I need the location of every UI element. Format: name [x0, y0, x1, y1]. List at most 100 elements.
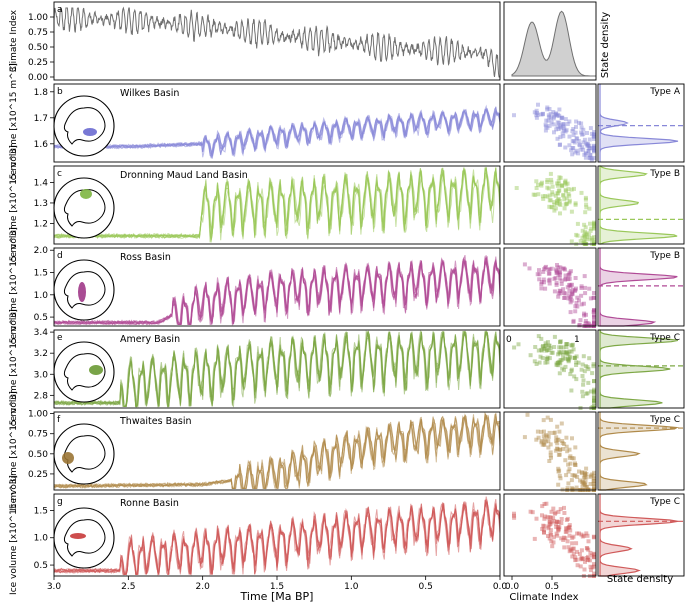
scatter-point: [562, 128, 567, 133]
scatter-point: [592, 390, 596, 395]
scatter-point: [590, 371, 595, 376]
scatter-point: [559, 281, 564, 286]
scatter-point: [542, 346, 547, 351]
scatter-point: [575, 295, 580, 300]
climate-state-density-curve: [511, 10, 596, 77]
scatter-point: [588, 152, 592, 157]
scatter-point: [572, 374, 577, 379]
scatter-point: [554, 280, 559, 285]
scatter-point: [591, 364, 596, 369]
y-tick-label: 0.25: [28, 470, 48, 480]
scatter-point: [549, 539, 554, 544]
scatter-point: [543, 286, 548, 291]
scatter-point: [565, 122, 570, 126]
scatter-point: [522, 262, 527, 267]
scatter-point: [578, 318, 583, 323]
scatter-point: [564, 444, 569, 449]
scatter-point: [569, 187, 574, 192]
panel-c-ensemble-line: [53, 166, 501, 238]
scatter-point: [582, 239, 587, 244]
scatter-point: [545, 180, 550, 185]
scatter-point: [539, 440, 544, 445]
scatter-point: [580, 394, 585, 399]
scatter-point: [563, 295, 568, 300]
scatter-point: [540, 356, 545, 360]
scatter-point: [557, 276, 562, 281]
scatter-point: [542, 280, 546, 285]
scatter-point: [567, 356, 572, 361]
scatter-point: [569, 298, 574, 303]
scatter-point: [555, 360, 560, 365]
scatter-point: [573, 462, 577, 467]
scatter-point: [592, 148, 596, 153]
scatter-point: [561, 193, 566, 198]
scatter-point: [554, 127, 559, 132]
scatter-point: [561, 356, 566, 361]
scatter-point: [574, 124, 578, 129]
state-density-header-label: State density: [600, 12, 611, 78]
scatter-point: [552, 511, 557, 516]
scatter-point: [571, 146, 576, 150]
scatter-point: [540, 194, 545, 199]
scatter-point: [584, 202, 589, 207]
scatter-point: [556, 197, 561, 202]
panel-b-scatter-frame: [503, 83, 597, 163]
basin-highlight-region: [78, 282, 86, 302]
scatter-point: [592, 132, 596, 137]
scatter-point: [557, 473, 562, 478]
scatter-point: [557, 468, 562, 473]
scatter-point: [592, 314, 596, 319]
scatter-point: [563, 536, 568, 541]
scatter-point: [568, 461, 573, 466]
scatter-point: [583, 475, 588, 480]
scatter-point: [559, 115, 564, 120]
panel-g-scatter-frame: [503, 493, 597, 577]
scatter-point: [567, 272, 572, 277]
scatter-point: [567, 354, 572, 359]
panel-letter: e: [57, 333, 63, 343]
scatter-point: [567, 523, 572, 528]
scatter-point: [556, 437, 561, 442]
scatter-point: [558, 447, 563, 452]
scatter-point: [575, 136, 580, 141]
scatter-point: [558, 265, 563, 270]
scatter-point: [568, 528, 573, 533]
scatter-point: [536, 102, 540, 107]
y-tick-label: 3.0: [34, 370, 49, 380]
scatter-point: [555, 124, 560, 129]
time-tick-label: 0.5: [419, 582, 433, 592]
scatter-point: [592, 143, 596, 148]
scatter-point: [573, 461, 577, 466]
scatter-point: [516, 342, 521, 347]
frame-layer: [50, 1, 685, 580]
panel-e-ensemble-line: [53, 329, 501, 407]
scatter-point: [558, 345, 563, 350]
scatter-point: [528, 353, 533, 358]
scatter-point: [561, 447, 566, 451]
scatter-point: [581, 354, 586, 359]
scatter-point: [539, 112, 544, 117]
scatter-point: [583, 291, 588, 296]
scatter-point: [587, 206, 592, 211]
scatter-point: [589, 157, 594, 162]
scatter-point: [580, 484, 585, 489]
scatter-point: [579, 130, 584, 135]
scatter-point: [542, 530, 546, 535]
scatter-point: [555, 201, 559, 206]
scatter-point: [570, 456, 575, 461]
scatter-point: [556, 527, 561, 532]
scatter-point: [580, 534, 585, 539]
scatter-point: [571, 133, 576, 137]
scatter-point: [545, 178, 550, 182]
scatter-point: [545, 185, 550, 190]
scatter-point: [571, 551, 576, 556]
scatter-point: [570, 535, 575, 540]
scatter-point: [592, 130, 596, 134]
panel-f-density-frame: [597, 411, 685, 491]
scatter-point: [569, 548, 574, 553]
scatter-point: [589, 236, 594, 240]
panel-f-frame: [53, 411, 501, 491]
scatter-point: [535, 272, 540, 277]
scatter-point: [579, 125, 584, 130]
